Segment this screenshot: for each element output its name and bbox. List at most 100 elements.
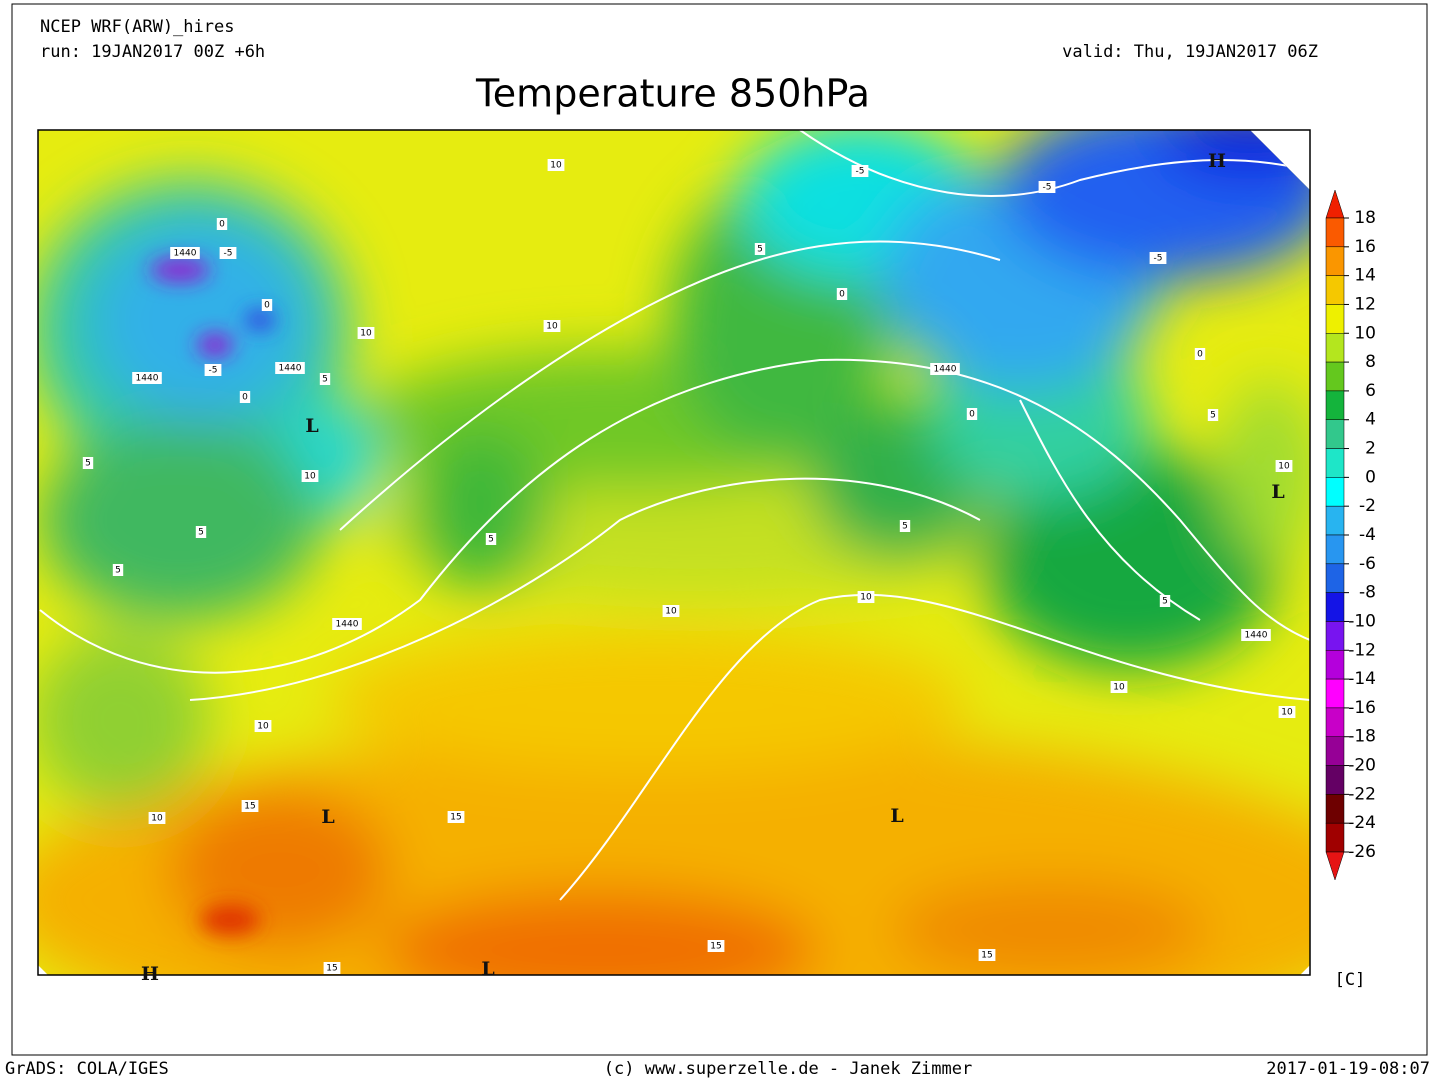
contour-label: 10 [360, 329, 372, 339]
run-info: run: 19JAN2017 00Z +6h [40, 42, 265, 62]
contour-label-box [857, 591, 875, 603]
contour-label: 5 [115, 566, 121, 576]
footer-center: (c) www.superzelle.de - Janek Zimmer [604, 1059, 972, 1079]
colorbar-tick-label: 2 [1365, 439, 1376, 459]
contour-label: 10 [1281, 708, 1293, 718]
contour-label: -5 [856, 167, 865, 177]
color-band [1325, 736, 1345, 766]
contour-label: 10 [151, 814, 163, 824]
colorbar-tick-label: -12 [1348, 640, 1376, 660]
contour-label: 15 [710, 942, 721, 952]
contour-label-box [1110, 681, 1128, 693]
color-band [1325, 246, 1345, 276]
contour-label: 5 [198, 528, 204, 538]
color-band [1325, 304, 1345, 334]
contour-label-box [170, 247, 200, 259]
pressure-center: L [1271, 481, 1284, 503]
temperature-field [38, 130, 1310, 975]
color-band [1325, 794, 1345, 824]
contour-label: -5 [209, 366, 218, 376]
contour-label: -5 [224, 249, 233, 259]
color-band [1325, 678, 1345, 709]
contour-label-box [82, 457, 94, 469]
contour-label-box [132, 372, 162, 384]
pressure-center: L [321, 806, 334, 828]
contour-label: 0 [242, 393, 248, 403]
contour-label-box [1159, 595, 1171, 607]
contour-label-box [978, 949, 996, 961]
color-band [1325, 361, 1345, 392]
contour-label: 1440 [1245, 631, 1268, 641]
contour-label-box [261, 299, 273, 311]
colorbar-top-arrow [1325, 189, 1345, 219]
colorbar-tick-label: -22 [1348, 784, 1376, 804]
colorbar-tick-label: 16 [1354, 237, 1376, 257]
contour-label: 1440 [174, 249, 197, 259]
pressure-center: L [481, 958, 494, 980]
colorbar-tick-label: -26 [1348, 842, 1376, 862]
contour-label: 5 [1210, 411, 1216, 421]
pressure-center: H [141, 963, 159, 985]
colorbar-tick-label: 8 [1365, 352, 1376, 372]
contour-label: 0 [1197, 350, 1203, 360]
contour-label-box [112, 564, 124, 576]
contour-label-box [1149, 252, 1167, 264]
colorbar-tick-label: -4 [1359, 525, 1376, 545]
color-band [1325, 217, 1345, 248]
color-band [1325, 707, 1345, 737]
map-frame [37, 129, 1311, 976]
contour-label: 10 [550, 161, 562, 171]
contour-label-box [547, 159, 565, 171]
contour-label-box [1241, 629, 1271, 641]
contour-label-box [836, 288, 848, 300]
contour-label: 15 [981, 951, 992, 961]
contour-label-box [204, 364, 222, 376]
contour-label: 15 [450, 813, 461, 823]
contour-label-box [195, 526, 207, 538]
colorbar-tick-label: -2 [1359, 496, 1376, 516]
contour-label-box [966, 408, 978, 420]
contour-label: 10 [304, 472, 316, 482]
contour-label: -5 [1154, 254, 1163, 264]
color-band [1325, 621, 1345, 651]
colorbar: 18 16 14 12 10 8 6 4 2 0 -2 -4 -6 -8 -10 -12 -14 -16 -18 -2… [1325, 189, 1376, 881]
contour-label-box [447, 811, 465, 823]
contour-label-box [851, 165, 869, 177]
colorbar-tick-label: -18 [1348, 727, 1376, 747]
contour-label-box [899, 520, 911, 532]
colorbar-tick-label: 4 [1365, 410, 1376, 430]
contour-label-box [662, 605, 680, 617]
contour-label-box [323, 962, 341, 974]
valid-time: valid: Thu, 19JAN2017 06Z [1062, 42, 1318, 62]
contour-label-box [707, 940, 725, 952]
colorbar-tick-label: 6 [1365, 381, 1376, 401]
color-band [1325, 390, 1345, 420]
contour-label: 10 [665, 607, 677, 617]
contour-label-box [148, 812, 166, 824]
contour-label-box [301, 470, 319, 482]
field-shading [38, 130, 1310, 975]
contour-label: -5 [1043, 183, 1052, 193]
contour-label: 5 [757, 245, 763, 255]
contour-label: 0 [969, 410, 975, 420]
contour-label: 5 [488, 535, 494, 545]
contour-label-box [332, 618, 362, 630]
contour-label-box [1207, 409, 1219, 421]
colorbar-tick-label: -16 [1348, 698, 1376, 718]
color-band [1325, 448, 1345, 478]
contour-label: 10 [546, 322, 558, 332]
contour-label-box [1278, 706, 1296, 718]
contour-label-box [485, 533, 497, 545]
color-band [1325, 275, 1345, 305]
colorbar-tick-label: 12 [1354, 294, 1376, 314]
contour-label-box [275, 362, 305, 374]
colorbar-tick-label: 18 [1354, 208, 1376, 228]
map-title: Temperature 850hPa [475, 72, 870, 116]
contour-label: 0 [264, 301, 270, 311]
colorbar-tick-label: 10 [1354, 323, 1376, 343]
footer-right: 2017-01-19-08:07 [1266, 1059, 1430, 1079]
contour-label-box [930, 363, 960, 375]
page-border [11, 3, 1428, 1056]
color-band [1325, 419, 1345, 449]
